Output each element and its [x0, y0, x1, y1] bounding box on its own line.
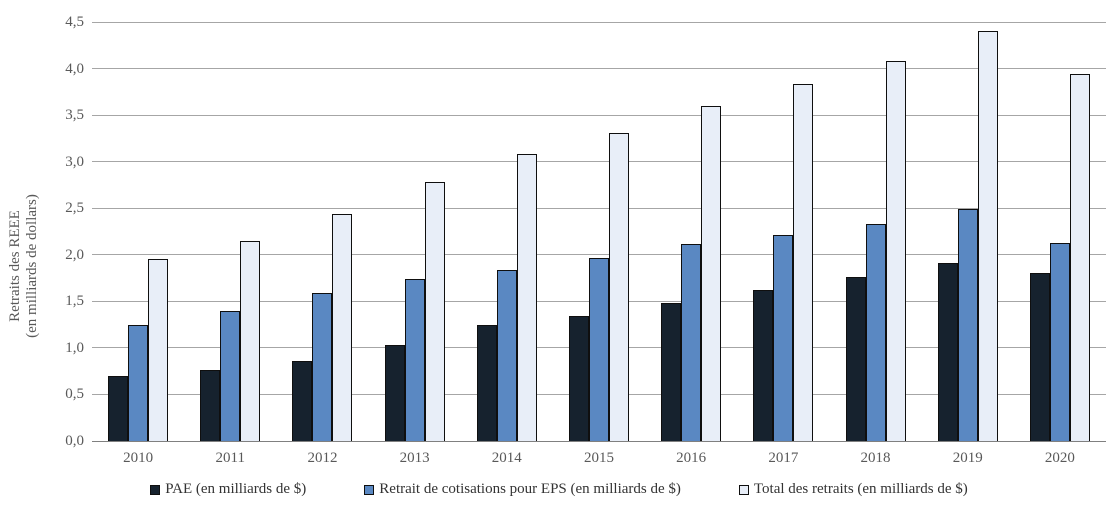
bar-pae-2018	[845, 277, 866, 441]
gridline	[92, 114, 1106, 116]
bar-pae-2010	[108, 375, 129, 441]
legend-item-eps: Retrait de cotisations pour EPS (en mill…	[364, 481, 681, 498]
x-axis-label: 2011	[215, 450, 245, 466]
legend-label-pae: PAE (en milliards de $)	[165, 481, 307, 497]
y-axis-tick-label: 0,0	[65, 433, 84, 449]
bar-eps-2019	[957, 209, 978, 441]
bar-total-2019	[977, 31, 998, 441]
bar-eps-2013	[404, 279, 425, 441]
y-axis-tick-label: 3,0	[65, 153, 84, 170]
x-axis-label: 2013	[399, 450, 430, 466]
x-axis-label: 2019	[952, 450, 983, 466]
bar-total-2013	[424, 182, 445, 441]
x-axis-label: 2020	[1044, 450, 1075, 466]
bar-eps-2012	[312, 292, 333, 441]
legend-item-pae: PAE (en milliards de $)	[150, 481, 306, 498]
x-axis-label: 2016	[676, 450, 707, 466]
bar-eps-2017	[773, 235, 794, 441]
bar-total-2014	[516, 154, 537, 441]
y-axis-tick-label: 4,0	[65, 60, 84, 77]
legend-label-total: Total des retraits (en milliards de $)	[753, 481, 968, 497]
bar-eps-2020	[1049, 242, 1070, 441]
legend-swatch-pae-icon	[150, 484, 161, 495]
y-axis-tick-label: 1,0	[65, 339, 84, 356]
bar-pae-2016	[661, 303, 682, 441]
bar-total-2016	[701, 105, 722, 441]
bar-eps-2018	[865, 224, 886, 441]
y-axis-tick-label: 2,0	[65, 246, 84, 263]
legend-item-total: Total des retraits (en milliards de $)	[738, 481, 968, 498]
bar-total-2010	[148, 259, 169, 441]
bar-total-2018	[885, 61, 906, 441]
legend-label-eps: Retrait de cotisations pour EPS (en mill…	[379, 481, 681, 497]
y-axis-title-line1: Retraits des REEE	[7, 210, 23, 322]
y-axis-tick-label: 1,5	[65, 293, 84, 310]
bar-total-2017	[793, 84, 814, 441]
plot-area	[92, 21, 1106, 442]
legend: PAE (en milliards de $) Retrait de cotis…	[0, 481, 1118, 498]
y-axis-tick-label: 0,5	[65, 386, 84, 403]
bar-eps-2016	[681, 243, 702, 441]
x-axis-label: 2012	[307, 450, 338, 466]
legend-swatch-total-icon	[738, 484, 749, 495]
bar-pae-2020	[1029, 273, 1050, 441]
bar-pae-2014	[476, 324, 497, 441]
bar-total-2015	[609, 132, 629, 441]
bar-eps-2011	[220, 310, 241, 441]
gridline	[92, 254, 1106, 256]
y-axis-tick-label: 3,5	[65, 107, 84, 124]
x-axis-label: 2018	[860, 450, 891, 466]
bar-eps-2015	[589, 257, 609, 441]
bar-pae-2012	[292, 360, 313, 441]
x-axis-label: 2015	[583, 450, 614, 466]
bar-total-2020	[1069, 74, 1090, 441]
legend-swatch-eps-icon	[364, 484, 375, 495]
x-axis-label: 2014	[491, 450, 522, 466]
bar-total-2011	[240, 240, 261, 441]
y-axis-tick-label: 2,5	[65, 200, 84, 217]
bar-eps-2010	[128, 324, 149, 441]
bar-eps-2014	[496, 269, 517, 441]
bar-pae-2013	[384, 345, 405, 441]
bar-pae-2017	[753, 290, 774, 441]
bar-pae-2015	[569, 316, 589, 441]
x-axis-label: 2010	[123, 450, 154, 466]
x-axis-label: 2017	[768, 450, 799, 466]
gridline	[92, 21, 1106, 23]
gridline	[92, 68, 1106, 70]
y-axis-tick-label: 4,5	[65, 14, 84, 30]
bar-pae-2019	[937, 263, 958, 441]
gridline	[92, 161, 1106, 163]
bar-pae-2011	[200, 370, 221, 441]
gridline	[92, 207, 1106, 209]
bar-total-2012	[332, 213, 353, 441]
